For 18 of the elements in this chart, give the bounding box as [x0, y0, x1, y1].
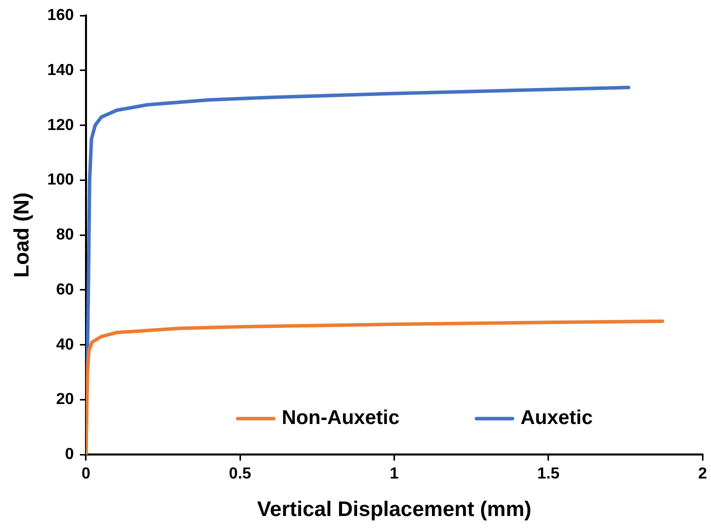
x-axis-title: Vertical Displacement (mm) — [257, 498, 532, 522]
x-tick-label: 2 — [698, 466, 708, 483]
y-tick-label: 100 — [47, 172, 74, 189]
x-tick-label: 1.5 — [537, 466, 560, 483]
y-tick-label: 60 — [56, 281, 74, 298]
y-tick-label: 0 — [64, 446, 74, 464]
y-tick-label: 40 — [56, 336, 74, 354]
y-tick-label: 80 — [56, 226, 74, 244]
x-tick-label: 0 — [81, 466, 90, 483]
y-tick-label: 160 — [47, 7, 74, 24]
x-tick-label: 0.5 — [228, 466, 252, 483]
x-tick-label: 1 — [390, 466, 399, 483]
y-axis-title: Load (N) — [10, 192, 34, 278]
legend-label: Non-Auxetic — [282, 407, 400, 430]
y-tick-label: 140 — [47, 62, 74, 79]
y-tick-label: 120 — [47, 116, 74, 134]
legend-label: Auxetic — [520, 407, 593, 430]
y-tick-label: 20 — [56, 391, 74, 408]
